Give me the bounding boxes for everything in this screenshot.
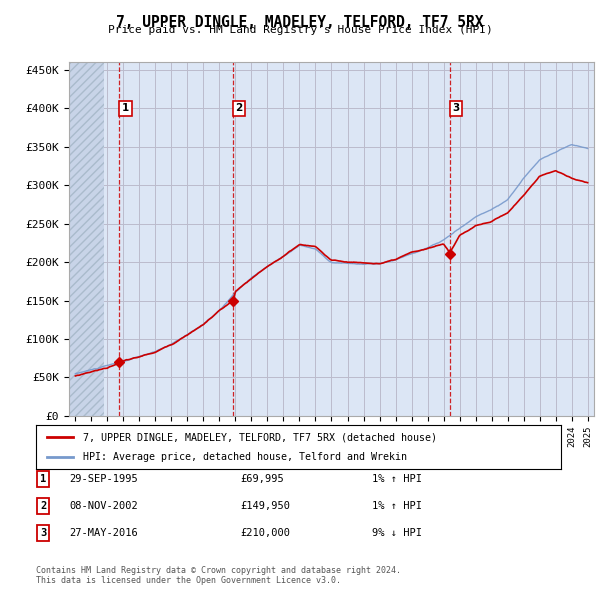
Text: 3: 3 xyxy=(452,103,460,113)
Text: 7, UPPER DINGLE, MADELEY, TELFORD, TF7 5RX (detached house): 7, UPPER DINGLE, MADELEY, TELFORD, TF7 5… xyxy=(83,432,437,442)
Text: HPI: Average price, detached house, Telford and Wrekin: HPI: Average price, detached house, Telf… xyxy=(83,452,407,461)
Text: £69,995: £69,995 xyxy=(240,474,284,484)
Text: 9% ↓ HPI: 9% ↓ HPI xyxy=(372,529,422,538)
Text: 1% ↑ HPI: 1% ↑ HPI xyxy=(372,474,422,484)
Text: £149,950: £149,950 xyxy=(240,502,290,511)
Text: 7, UPPER DINGLE, MADELEY, TELFORD, TF7 5RX: 7, UPPER DINGLE, MADELEY, TELFORD, TF7 5… xyxy=(116,15,484,30)
Text: 27-MAY-2016: 27-MAY-2016 xyxy=(69,529,138,538)
Text: 08-NOV-2002: 08-NOV-2002 xyxy=(69,502,138,511)
Text: Contains HM Land Registry data © Crown copyright and database right 2024.
This d: Contains HM Land Registry data © Crown c… xyxy=(36,566,401,585)
Text: 1: 1 xyxy=(122,103,129,113)
Text: £210,000: £210,000 xyxy=(240,529,290,538)
Bar xyxy=(69,62,104,416)
Text: 3: 3 xyxy=(40,529,46,538)
Text: 29-SEP-1995: 29-SEP-1995 xyxy=(69,474,138,484)
Text: 2: 2 xyxy=(235,103,243,113)
Text: Price paid vs. HM Land Registry's House Price Index (HPI): Price paid vs. HM Land Registry's House … xyxy=(107,25,493,35)
Text: 2: 2 xyxy=(40,502,46,511)
Text: 1: 1 xyxy=(40,474,46,484)
Text: 1% ↑ HPI: 1% ↑ HPI xyxy=(372,502,422,511)
